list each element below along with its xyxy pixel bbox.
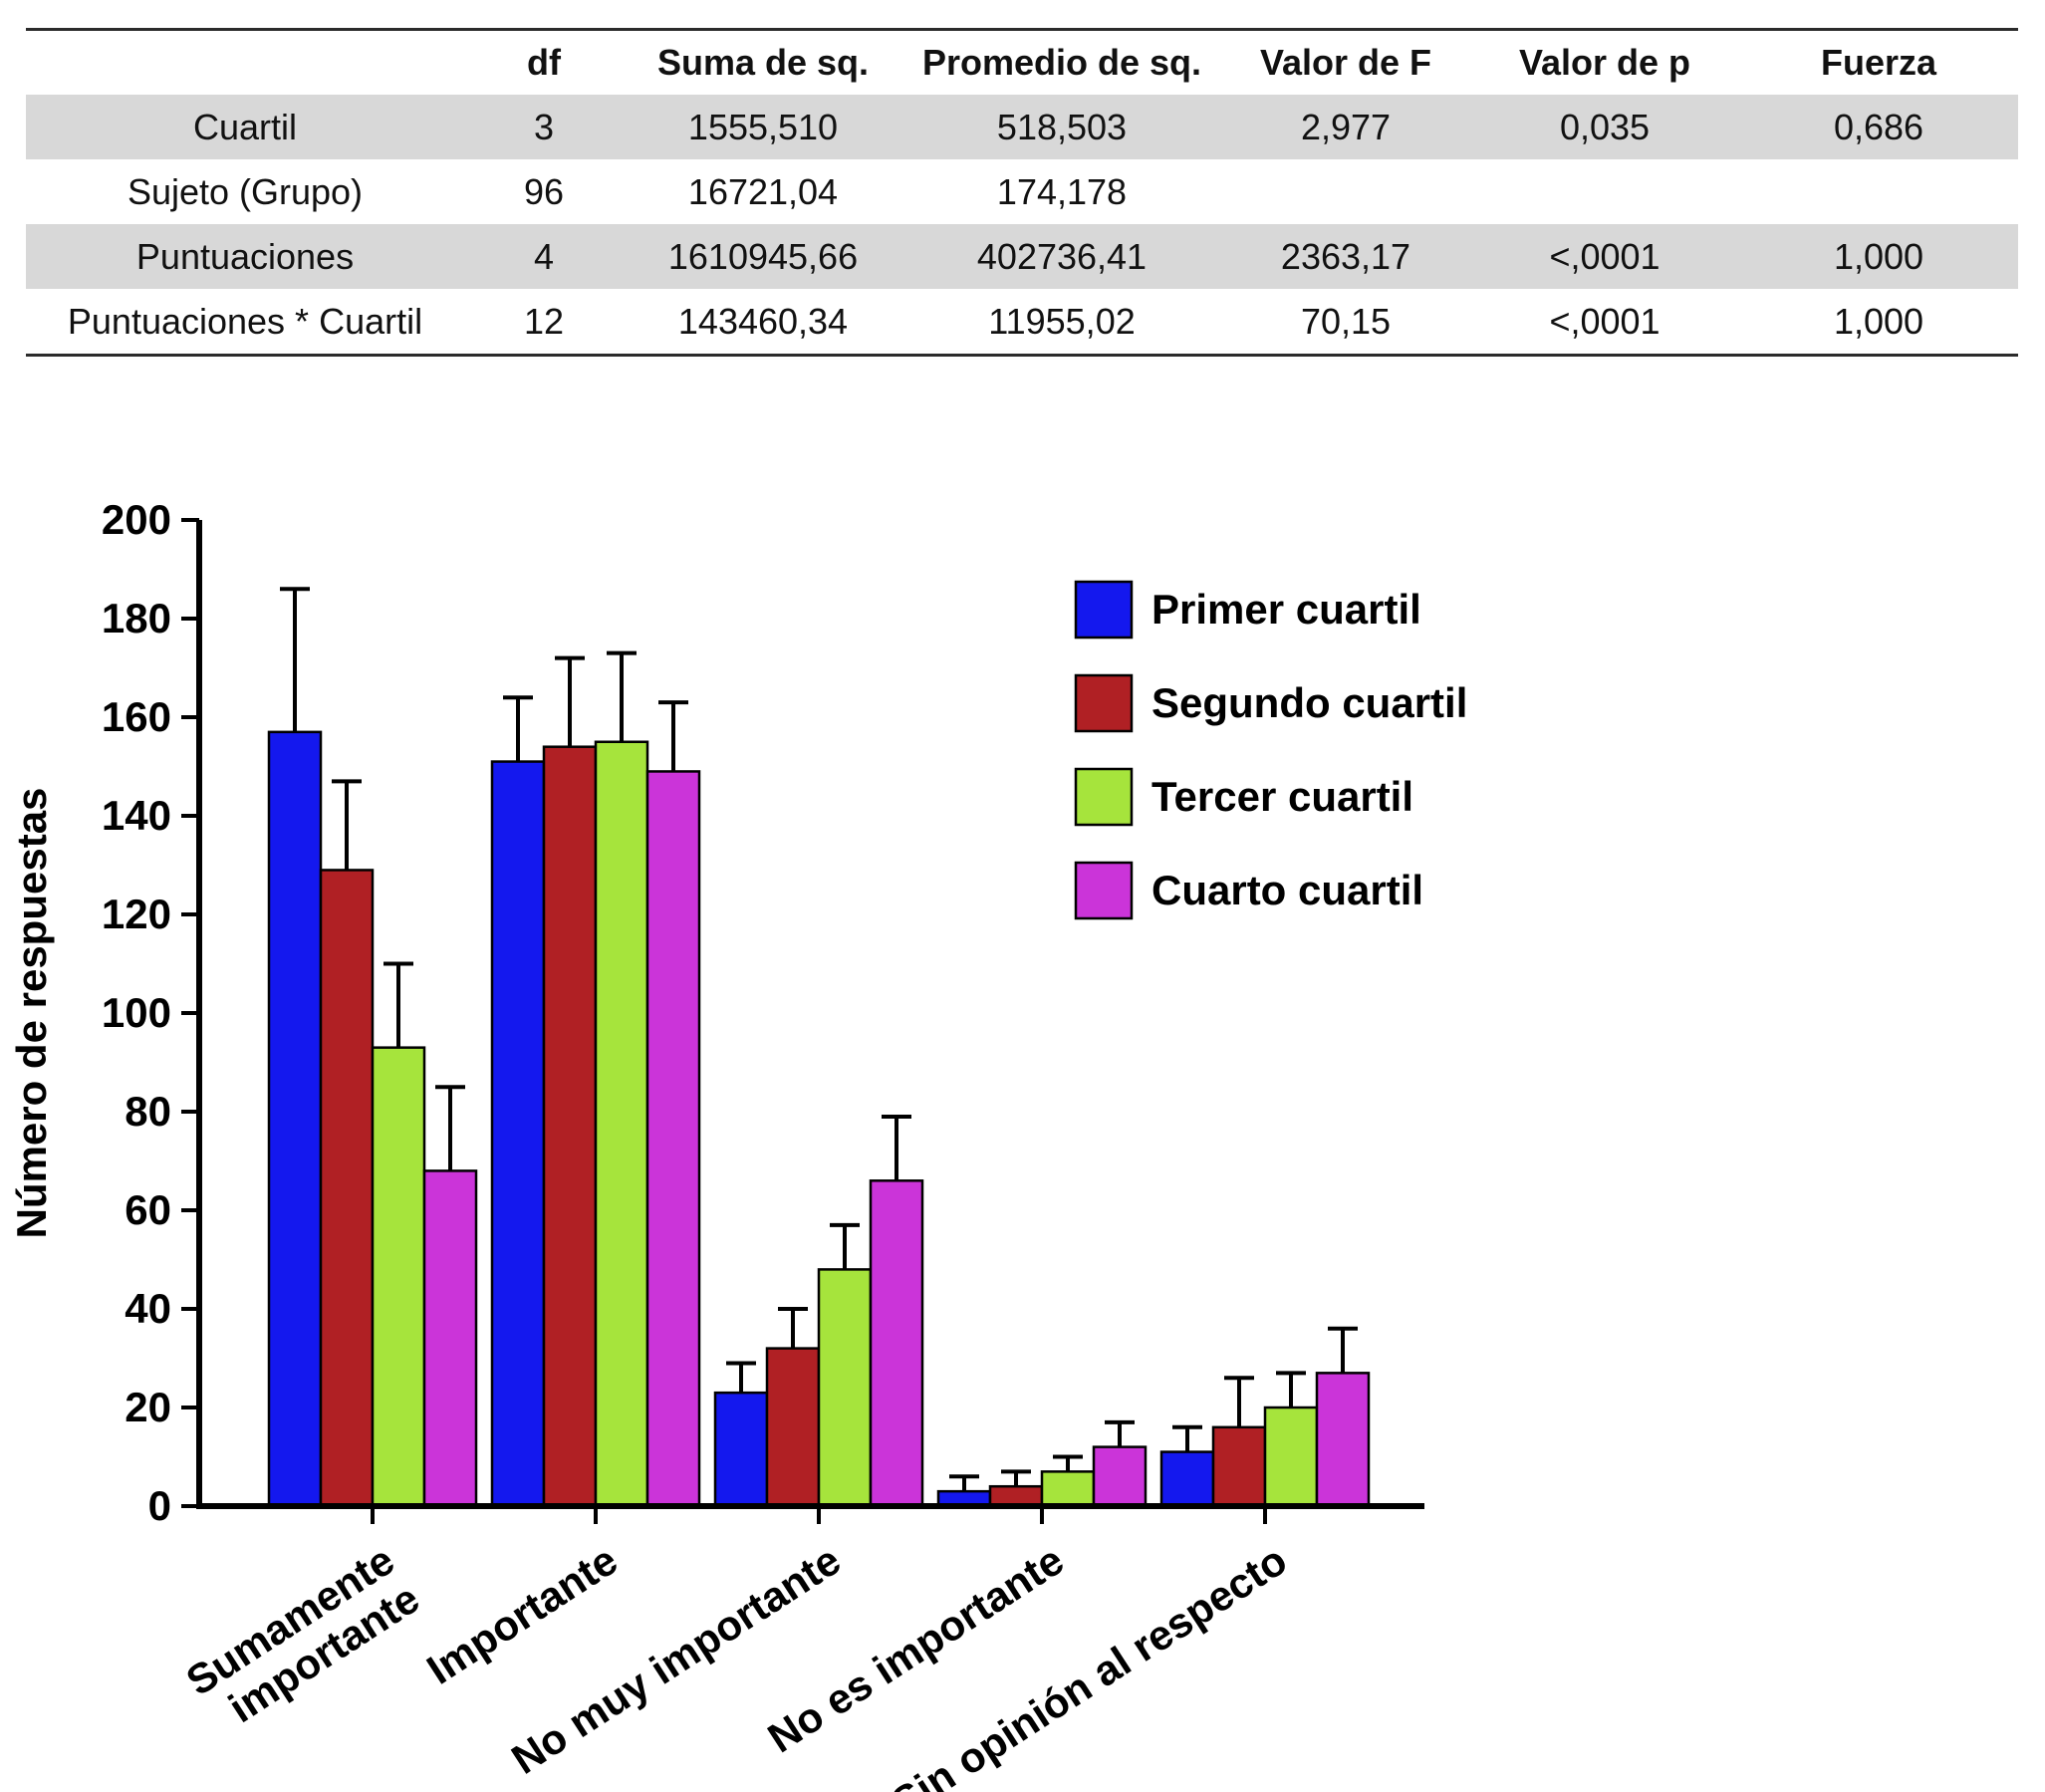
table-cell: 402736,41 [976,235,1148,277]
table-cell: 1,000 [1833,300,1924,342]
table-row: Sujeto (Grupo) 96 16721,04 174,178 [26,159,2018,224]
y-tick-label: 40 [125,1285,171,1332]
legend-swatch [1074,580,1134,640]
anova-table-body: Cuartil 3 1555,510 518,503 2,977 0,035 0,686 Su… [26,95,2018,356]
bar [1263,1406,1319,1508]
legend-label: Primer cuartil [1151,586,1421,633]
table-cell: <,0001 [1549,235,1661,277]
legend-label: Tercer cuartil [1151,773,1413,820]
column-header-empty [26,30,464,96]
y-tick-label: 120 [102,891,171,937]
bar [765,1347,821,1508]
table-cell [1470,159,1739,224]
figure-page: df Suma de sq. Promedio de sq. Valor de F Va… [0,28,2045,1792]
table-cell: 1,000 [1833,235,1924,277]
table-cell: <,0001 [1549,300,1661,342]
bar [319,869,375,1508]
y-tick-label: 140 [102,792,171,839]
legend-swatch [1074,767,1134,827]
table-row: Cuartil 3 1555,510 518,503 2,977 0,035 0,686 [26,95,2018,159]
legend-swatch [1074,673,1134,733]
bar [1315,1372,1371,1508]
table-cell: 143460,34 [677,300,849,342]
table-cell: 16721,04 [687,170,839,212]
column-header: Fuerza [1820,42,1937,83]
table-cell: 518,503 [996,106,1128,147]
table-cell: 4 [533,235,555,277]
table-cell: 174,178 [996,170,1128,212]
y-tick-label: 160 [102,693,171,740]
row-label: Puntuaciones * Cuartil [67,300,423,342]
anova-table: df Suma de sq. Promedio de sq. Valor de F Va… [26,28,2018,357]
table-cell: 1555,510 [687,106,839,147]
column-header: Promedio de sq. [921,42,1202,83]
table-cell: 70,15 [1300,300,1392,342]
table-header-row: df Suma de sq. Promedio de sq. Valor de F Va… [26,30,2018,96]
table-cell: 0,686 [1833,106,1924,147]
row-label: Puntuaciones [135,235,355,277]
table-cell: 12 [523,300,565,342]
table-cell [1739,159,2018,224]
bar [267,730,323,1508]
y-tick-label: 20 [125,1384,171,1430]
bar [869,1179,924,1508]
bar [645,770,701,1508]
bar [713,1391,769,1508]
bar [371,1046,426,1508]
legend-label: Cuarto cuartil [1151,867,1423,913]
grouped-bar-chart: 0 20 40 60 80 100 120 140 160 180 200 Número de res… [8,496,1467,1792]
x-tick-label: Sin opinión al respecto [884,1536,1295,1792]
y-tick-label: 80 [125,1088,171,1135]
bar [594,740,649,1508]
bar [1092,1445,1148,1508]
bar [1040,1470,1096,1508]
anova-table-header: df Suma de sq. Promedio de sq. Valor de F Va… [26,30,2018,96]
y-tick-label: 180 [102,595,171,641]
table-row: Puntuaciones 4 1610945,66 402736,41 2363,17 <… [26,224,2018,289]
column-header: Valor de F [1259,42,1432,83]
legend-swatch [1074,861,1134,920]
column-header: Suma de sq. [656,42,870,83]
row-label: Sujeto (Grupo) [127,170,364,212]
table-cell: 11955,02 [988,300,1136,342]
bar [422,1169,478,1508]
table-cell [1221,159,1470,224]
bar [1211,1425,1267,1508]
column-header: df [527,42,561,83]
table-cell: 1610945,66 [667,235,859,277]
row-label: Cuartil [192,106,298,147]
y-tick-label: 100 [102,989,171,1036]
y-tick-label: 200 [102,496,171,543]
table-row: Puntuaciones * Cuartil 12 143460,34 11955,0… [26,289,2018,356]
bar [1159,1450,1215,1508]
y-tick-label: 60 [125,1186,171,1233]
column-header: Valor de p [1518,42,1691,83]
y-tick-label: 0 [148,1482,171,1529]
table-cell: 0,035 [1559,106,1651,147]
bar [490,760,546,1508]
table-cell: 3 [533,106,555,147]
x-tick-label: Sumamenteimportante [178,1536,427,1743]
bar [817,1268,873,1508]
x-tick-label: Importante [418,1536,626,1693]
y-axis-title: Número de respuestas [8,788,55,1239]
bar [542,745,598,1508]
table-cell: 96 [523,170,565,212]
table-cell: 2,977 [1300,106,1392,147]
legend-label: Segundo cuartil [1151,679,1467,726]
table-cell: 2363,17 [1280,235,1411,277]
